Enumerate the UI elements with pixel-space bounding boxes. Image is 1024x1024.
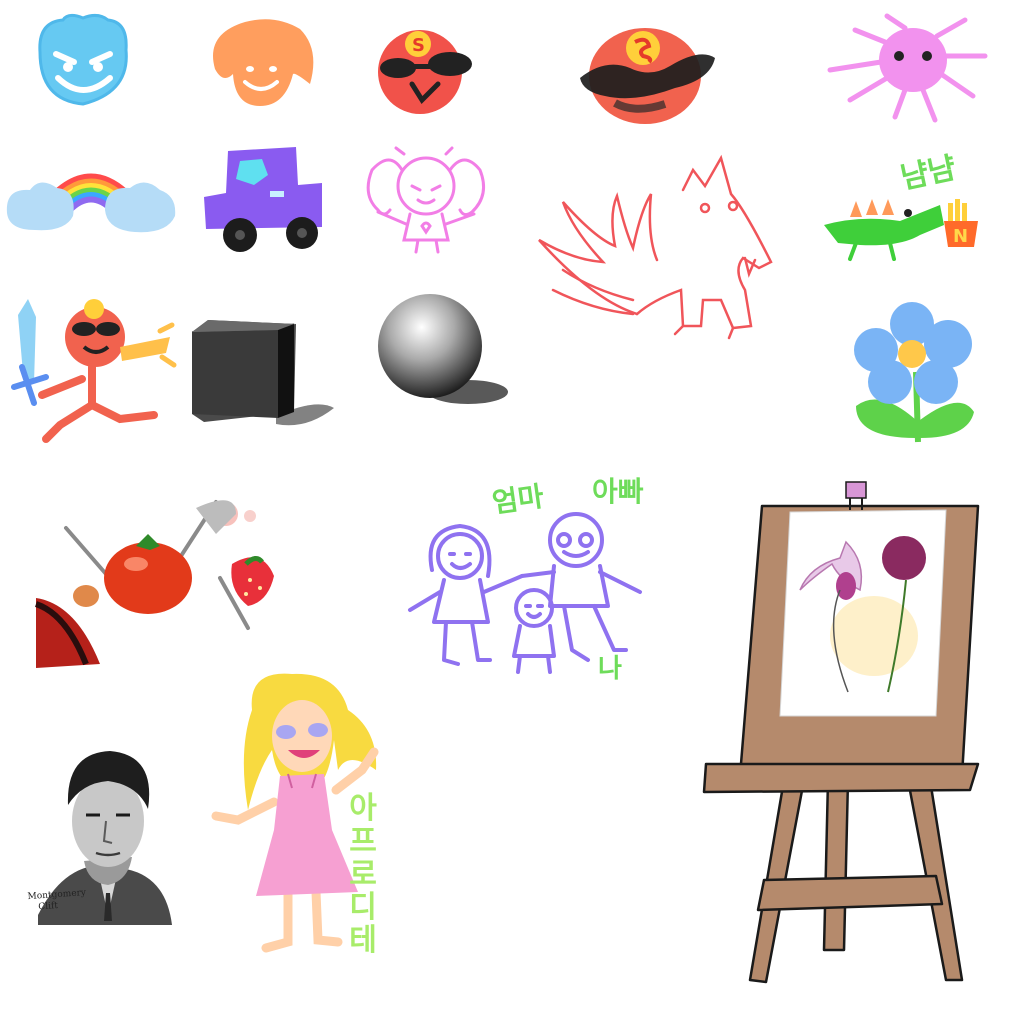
family-doodle: [408, 512, 642, 674]
blue-face-doodle: [38, 13, 128, 106]
pink-girl-doodle: [366, 146, 486, 254]
crocodile-doodle: N: [824, 199, 978, 261]
fries-letter: N: [953, 226, 968, 247]
blonde-girl-doodle: [211, 673, 379, 953]
purple-car-doodle: [204, 147, 322, 252]
easel-with-flower-painting: [702, 481, 980, 984]
rainbow-doodle: [6, 173, 176, 233]
portrait-signature: Montgomery Clift: [27, 888, 88, 914]
hero-badge-letter: S: [412, 35, 425, 56]
mom-label: 엄마: [490, 479, 546, 520]
me-label: 나: [598, 654, 622, 684]
charcoal-cube-drawing: [191, 320, 334, 426]
red-wolf-doodle: [538, 154, 773, 340]
girl-vertical-caption: 아프로디테: [349, 791, 377, 958]
hero-head-doodle: S: [378, 30, 472, 114]
orange-face-doodle: [213, 19, 314, 106]
pink-octopus-doodle: [827, 13, 988, 123]
hero-head-smudged-doodle: [580, 28, 715, 124]
fruit-and-forks-painting: [34, 500, 274, 668]
portrait-sketch: [38, 751, 172, 925]
hero-with-sword-doodle: [11, 299, 177, 443]
dad-label: 아빠: [592, 475, 644, 508]
blue-flower-doodle: [854, 302, 974, 443]
crocodile-caption: 냠냠: [897, 150, 959, 197]
charcoal-sphere-drawing: [378, 294, 508, 404]
